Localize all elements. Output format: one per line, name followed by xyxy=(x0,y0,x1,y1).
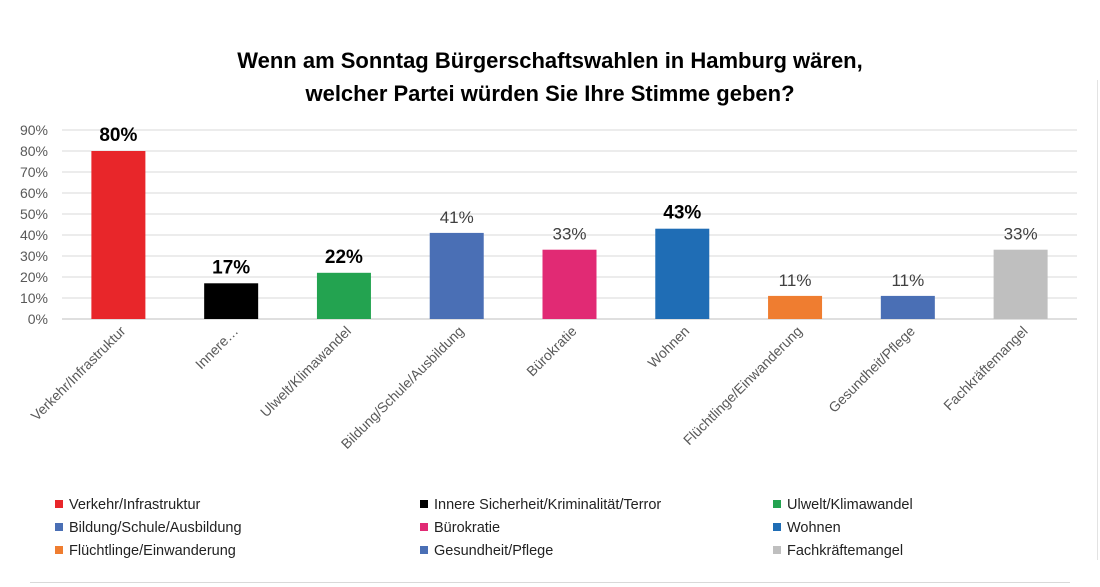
legend-swatch xyxy=(55,500,63,508)
legend-label: Bildung/Schule/Ausbildung xyxy=(69,520,242,536)
bar xyxy=(91,151,146,319)
legend-label: Verkehr/Infrastruktur xyxy=(69,497,201,513)
bar xyxy=(542,249,597,319)
y-tick-label: 0% xyxy=(28,311,48,327)
legend-swatch xyxy=(773,500,781,508)
data-label: 11% xyxy=(891,271,924,290)
y-tick-label: 60% xyxy=(20,185,48,201)
bar xyxy=(204,283,259,319)
bar xyxy=(429,232,484,319)
legend-label: Innere Sicherheit/Kriminalität/Terror xyxy=(434,497,662,513)
x-tick-label: Flüchtlinge/Einwanderung xyxy=(680,323,805,448)
x-tick-label: Bildung/Schule/Ausbildung xyxy=(338,323,467,452)
y-tick-label: 10% xyxy=(20,290,48,306)
legend-item: Bildung/Schule/Ausbildung xyxy=(55,520,242,536)
legend-swatch xyxy=(420,523,428,531)
bar-chart: 0% 10% 20% 30% 40% 50% 60% 70% 80% 90% 80% Verkehr/… xyxy=(20,122,1077,452)
legend-item: Gesundheit/Pflege xyxy=(420,543,553,559)
legend-swatch xyxy=(420,546,428,554)
y-tick-label: 90% xyxy=(20,122,48,138)
legend-item: Innere Sicherheit/Kriminalität/Terror xyxy=(420,497,661,513)
bar xyxy=(880,295,935,319)
y-tick-label: 30% xyxy=(20,248,48,264)
data-label: 80% xyxy=(99,125,137,146)
legend-swatch xyxy=(773,546,781,554)
y-tick-label: 70% xyxy=(20,164,48,180)
legend-item: Fachkräftemangel xyxy=(773,543,903,559)
legend-label: Flüchtlinge/Einwanderung xyxy=(69,543,236,559)
legend-label: Wohnen xyxy=(787,520,841,536)
right-edge-line xyxy=(1097,80,1098,560)
x-tick-label: Gesundheit/Pflege xyxy=(825,323,918,416)
legend-swatch xyxy=(55,546,63,554)
legend-label: Fachkräftemangel xyxy=(787,543,904,559)
bar xyxy=(316,272,371,319)
x-tick-label: Ulwelt/Klimawandel xyxy=(257,323,354,420)
legend-swatch xyxy=(55,523,63,531)
data-label: 33% xyxy=(552,225,586,244)
chart-title-line-1: Wenn am Sonntag Bürgerschaftswahlen in H… xyxy=(237,48,863,73)
x-tick-label: Wohnen xyxy=(644,323,692,371)
legend-item: Flüchtlinge/Einwanderung xyxy=(55,543,236,559)
bar xyxy=(655,228,710,319)
x-tick-label: Bürokratie xyxy=(523,323,580,380)
data-label: 41% xyxy=(440,208,474,227)
legend-item: Verkehr/Infrastruktur xyxy=(55,497,200,513)
y-tick-label: 50% xyxy=(20,206,48,222)
y-tick-label: 40% xyxy=(20,227,48,243)
legend-label: Ulwelt/Klimawandel xyxy=(787,497,913,513)
legend-item: Bürokratie xyxy=(420,520,500,536)
chart-title-line-2: welcher Partei würden Sie Ihre Stimme ge… xyxy=(305,81,795,106)
data-label: 17% xyxy=(212,257,250,278)
data-label: 33% xyxy=(1004,225,1038,244)
legend-item: Wohnen xyxy=(773,520,841,536)
x-tick-label: Verkehr/Infrastruktur xyxy=(28,323,129,424)
y-tick-label: 20% xyxy=(20,269,48,285)
bar xyxy=(993,249,1048,319)
chart-title: Wenn am Sonntag Bürgerschaftswahlen in H… xyxy=(0,44,1100,110)
legend-swatch xyxy=(420,500,428,508)
data-label: 43% xyxy=(663,203,701,224)
data-label: 22% xyxy=(325,247,363,268)
y-tick-label: 80% xyxy=(20,143,48,159)
x-tick-label: Fachkräftemangel xyxy=(940,323,1031,414)
legend-item: Ulwelt/Klimawandel xyxy=(773,497,913,513)
bar xyxy=(768,295,823,319)
legend-label: Bürokratie xyxy=(434,520,501,536)
legend-label: Gesundheit/Pflege xyxy=(434,543,554,559)
x-tick-label: Innere… xyxy=(192,323,241,372)
data-label: 11% xyxy=(779,271,812,290)
bottom-divider xyxy=(30,582,1070,583)
legend-swatch xyxy=(773,523,781,531)
